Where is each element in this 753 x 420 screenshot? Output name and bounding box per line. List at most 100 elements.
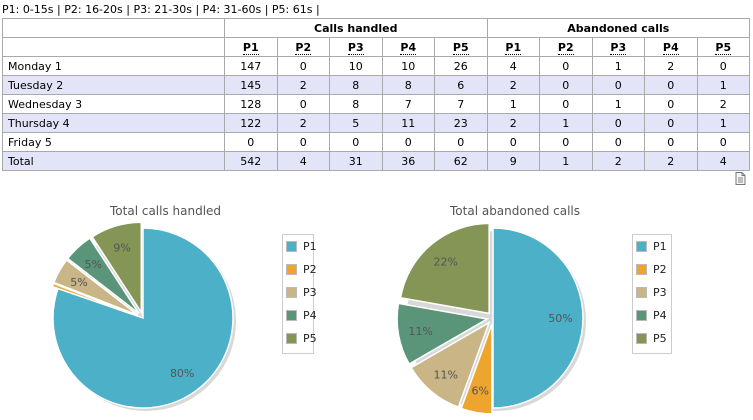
handled-cell: 10 — [381, 56, 435, 76]
legend-swatch — [286, 241, 297, 252]
table-row: Thursday 4 122 2 5 11 23 2 1 0 0 1 — [2, 113, 750, 133]
legend-swatch — [286, 310, 297, 321]
abandoned-cell: 0 — [591, 113, 645, 133]
pie-slice-p1 — [52, 227, 234, 409]
pie-slice-p5 — [399, 222, 490, 315]
handled-cell: 8 — [329, 75, 383, 95]
legend-item-p5: P5 — [286, 327, 317, 350]
legend-item-p2: P2 — [286, 258, 317, 281]
legend-label: P1 — [653, 240, 667, 253]
table-corner — [2, 18, 225, 38]
pie-percent-label: 50% — [548, 312, 572, 325]
handled-cell: 8 — [381, 75, 435, 95]
calls-handled-pie: 80% 5% 5% 9% — [51, 221, 236, 411]
legend-label: P3 — [653, 286, 667, 299]
legend-item-p3: P3 — [636, 281, 667, 304]
handled-cell: 5 — [329, 113, 383, 133]
legend-item-p4: P4 — [286, 304, 317, 327]
calls-handled-legend-items: P1 P2 P3 P4 P5 — [286, 235, 317, 350]
column-label: P4 — [662, 40, 679, 55]
pie-percent-label: 9% — [113, 242, 130, 255]
row-label: Monday 1 — [2, 56, 225, 76]
calls-handled-header: Calls handled — [224, 18, 488, 38]
handled-cell: 4 — [276, 151, 330, 171]
handled-cell: 11 — [381, 113, 435, 133]
abandoned-cell: 1 — [696, 113, 750, 133]
handled-cell: 122 — [224, 113, 278, 133]
handled-cell: 147 — [224, 56, 278, 76]
abandoned-cell: 2 — [591, 151, 645, 171]
column-label: P5 — [452, 40, 469, 55]
abandoned-cell: 0 — [539, 75, 593, 95]
row-label: Wednesday 3 — [2, 94, 225, 114]
legend-label: P5 — [303, 332, 317, 345]
legend-swatch — [286, 333, 297, 344]
legend-swatch — [636, 241, 647, 252]
abandoned-cell: 4 — [696, 151, 750, 171]
legend-item-p4: P4 — [636, 304, 667, 327]
legend-item-p1: P1 — [286, 235, 317, 258]
handled-cell: 62 — [434, 151, 488, 171]
column-label: P2 — [557, 40, 574, 55]
pie-slice-p5 — [91, 221, 143, 315]
legend-swatch — [636, 310, 647, 321]
handled-cell: 6 — [434, 75, 488, 95]
legend-item-p1: P1 — [636, 235, 667, 258]
pie-percent-label: 5% — [70, 276, 87, 289]
pie-percent-label: 11% — [408, 325, 432, 338]
handled-cell: 145 — [224, 75, 278, 95]
row-label: Total — [2, 151, 225, 171]
legend-label: P4 — [303, 309, 317, 322]
priority-legend-text: P1: 0-15s | P2: 16-20s | P3: 21-30s | P4… — [2, 3, 320, 16]
pie-slice-p4 — [396, 302, 490, 366]
pie-percent-label: 80% — [170, 367, 194, 380]
handled-col-header: P5 — [434, 37, 488, 57]
legend-label: P2 — [303, 263, 317, 276]
legend-label: P3 — [303, 286, 317, 299]
legend-item-p2: P2 — [636, 258, 667, 281]
table-row: Tuesday 2 145 2 8 8 6 2 0 0 0 1 — [2, 75, 750, 95]
legend-swatch — [636, 333, 647, 344]
column-label: P3 — [610, 40, 627, 55]
pie-percent-label: 6% — [472, 384, 489, 397]
abandoned-calls-legend-items: P1 P2 P3 P4 P5 — [636, 235, 667, 350]
legend-label: P1 — [303, 240, 317, 253]
abandoned-cell: 0 — [696, 132, 750, 152]
legend-swatch — [636, 264, 647, 275]
abandoned-cell: 9 — [486, 151, 540, 171]
legend-swatch — [286, 264, 297, 275]
legend-item-p3: P3 — [286, 281, 317, 304]
abandoned-calls-legend — [632, 234, 672, 354]
table-row: Total 542 4 31 36 62 9 1 2 2 4 — [2, 151, 750, 171]
legend-label: P5 — [653, 332, 667, 345]
pie-slice-p4 — [66, 237, 140, 315]
handled-cell: 31 — [329, 151, 383, 171]
pie-percent-label: 11% — [434, 368, 458, 381]
calls-handled-chart-title: Total calls handled — [110, 204, 222, 218]
handled-cell: 542 — [224, 151, 278, 171]
pie-slice-p1 — [492, 227, 584, 409]
legend-label: P4 — [653, 309, 667, 322]
handled-cell: 36 — [381, 151, 435, 171]
pie-slice-p2 — [51, 282, 138, 317]
pie-percent-label: 5% — [84, 258, 101, 271]
column-label: P5 — [715, 40, 732, 55]
column-label: P2 — [295, 40, 312, 55]
abandoned-calls-chart-title: Total abandoned calls — [450, 204, 581, 218]
column-label: P3 — [347, 40, 364, 55]
row-label: Thursday 4 — [2, 113, 225, 133]
legend-label: P2 — [653, 263, 667, 276]
legend-swatch — [636, 287, 647, 298]
pie-percent-label: 22% — [434, 256, 458, 269]
pie-slice-p3 — [410, 320, 491, 409]
abandoned-col-header: P1 — [486, 37, 540, 57]
column-label: P4 — [400, 40, 417, 55]
abandoned-cell: 0 — [644, 75, 698, 95]
pie-slice-p2 — [460, 323, 493, 415]
handled-cell: 128 — [224, 94, 278, 114]
handled-cell: 2 — [276, 75, 330, 95]
document-icon[interactable] — [735, 172, 746, 185]
calls-table: Calls handled Abandoned calls P1 P2 P3 P4 P5… — [2, 18, 750, 171]
